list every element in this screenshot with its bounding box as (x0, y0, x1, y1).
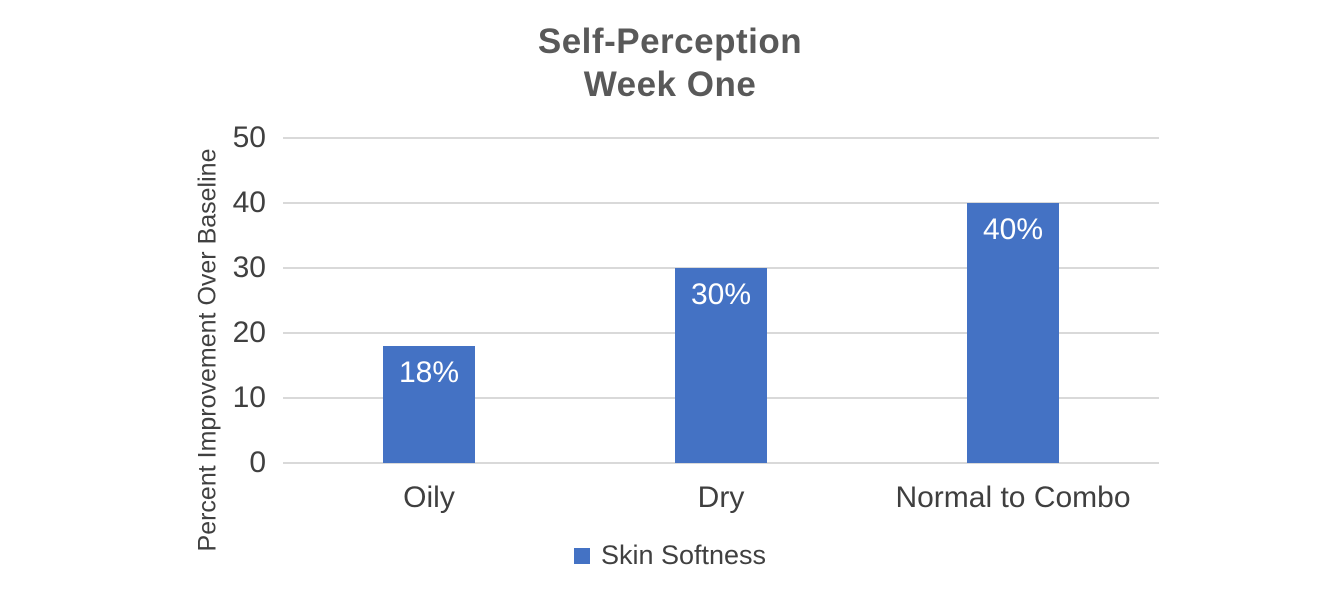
legend: Skin Softness (0, 540, 1340, 571)
bar-value-label: 30% (690, 278, 752, 311)
chart-title: Self-Perception Week One (0, 20, 1340, 106)
gridline (283, 137, 1159, 139)
y-tick-label: 0 (249, 446, 266, 479)
y-tick-label: 50 (232, 121, 266, 154)
legend-label: Skin Softness (600, 540, 767, 570)
y-tick-label: 10 (232, 381, 266, 414)
gridline (283, 202, 1159, 204)
y-tick-label: 40 (232, 186, 266, 219)
gridline (283, 462, 1159, 464)
y-tick-label: 20 (232, 316, 266, 349)
bar: 18% (383, 346, 475, 463)
chart-title-line2: Week One (583, 65, 757, 104)
bar-value-label: 40% (982, 213, 1044, 246)
bar: 30% (675, 268, 767, 463)
x-category-label: Oily (403, 481, 455, 514)
chart-title-line1: Self-Perception (537, 22, 803, 61)
bar: 40% (967, 203, 1059, 463)
legend-swatch (573, 547, 590, 564)
x-category-label: Normal to Combo (895, 481, 1131, 514)
y-tick-label: 30 (232, 251, 266, 284)
x-category-label: Dry (697, 481, 745, 514)
bar-value-label: 18% (398, 356, 460, 389)
